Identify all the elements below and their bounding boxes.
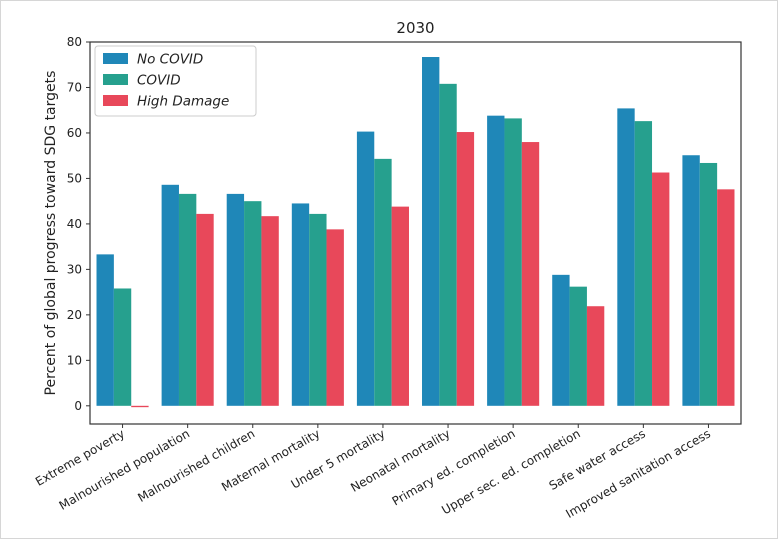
bar-covid-7 — [569, 286, 587, 406]
legend-box — [94, 45, 257, 117]
y-tick-label: 40 — [67, 217, 82, 231]
y-axis-label: Percent of global progress toward SDG ta… — [43, 71, 59, 396]
bar-no-covid-1 — [161, 184, 179, 406]
bar-high-damage-8 — [652, 172, 670, 406]
bar-no-covid-6 — [487, 115, 505, 406]
legend: No COVID COVID High Damage — [94, 45, 257, 117]
legend-swatch — [103, 95, 128, 106]
bar-covid-5 — [439, 83, 457, 406]
bar-high-damage-7 — [586, 306, 605, 406]
bar-high-damage-3 — [326, 229, 344, 406]
bar-covid-0 — [113, 288, 132, 406]
y-tick-label: 80 — [67, 35, 82, 49]
bar-high-damage-1 — [196, 213, 214, 406]
bar-covid-3 — [309, 213, 327, 406]
legend-label: No COVID — [137, 52, 203, 68]
bar-no-covid-7 — [552, 274, 570, 406]
bar-no-covid-8 — [617, 108, 635, 406]
bar-covid-9 — [699, 162, 718, 406]
y-tick-label: 10 — [67, 353, 82, 367]
bar-no-covid-9 — [682, 155, 700, 406]
bar-covid-8 — [634, 121, 653, 406]
y-tick-label: 60 — [67, 126, 82, 140]
x-tick-label: Malnourished children — [135, 426, 257, 504]
bar-covid-4 — [374, 158, 392, 406]
bar-high-damage-2 — [261, 216, 279, 406]
legend-swatch — [103, 53, 128, 64]
bar-high-damage-0 — [131, 405, 149, 408]
legend-label: COVID — [137, 73, 181, 89]
bar-covid-1 — [178, 193, 197, 406]
legend-swatch — [103, 74, 128, 85]
y-tick-label: 0 — [74, 399, 82, 413]
plot-frame — [89, 41, 742, 425]
bar-high-damage-5 — [456, 132, 475, 406]
y-tick-label: 50 — [67, 171, 82, 185]
bar-no-covid-0 — [96, 254, 114, 406]
bar-no-covid-5 — [422, 57, 440, 406]
y-tick-label: 70 — [67, 80, 82, 94]
y-tick-label: 20 — [67, 308, 82, 322]
y-tick-label: 30 — [67, 262, 82, 276]
chart-title: 2030 — [396, 19, 434, 37]
bar-no-covid-2 — [226, 193, 245, 406]
bar-high-damage-4 — [391, 206, 409, 406]
bar-covid-2 — [244, 201, 262, 406]
bar-covid-6 — [504, 118, 522, 406]
bar-high-damage-9 — [717, 189, 735, 406]
bar-no-covid-4 — [356, 131, 375, 406]
bar-no-covid-3 — [291, 203, 310, 406]
legend-label: High Damage — [137, 94, 229, 110]
bar-high-damage-6 — [521, 142, 540, 406]
